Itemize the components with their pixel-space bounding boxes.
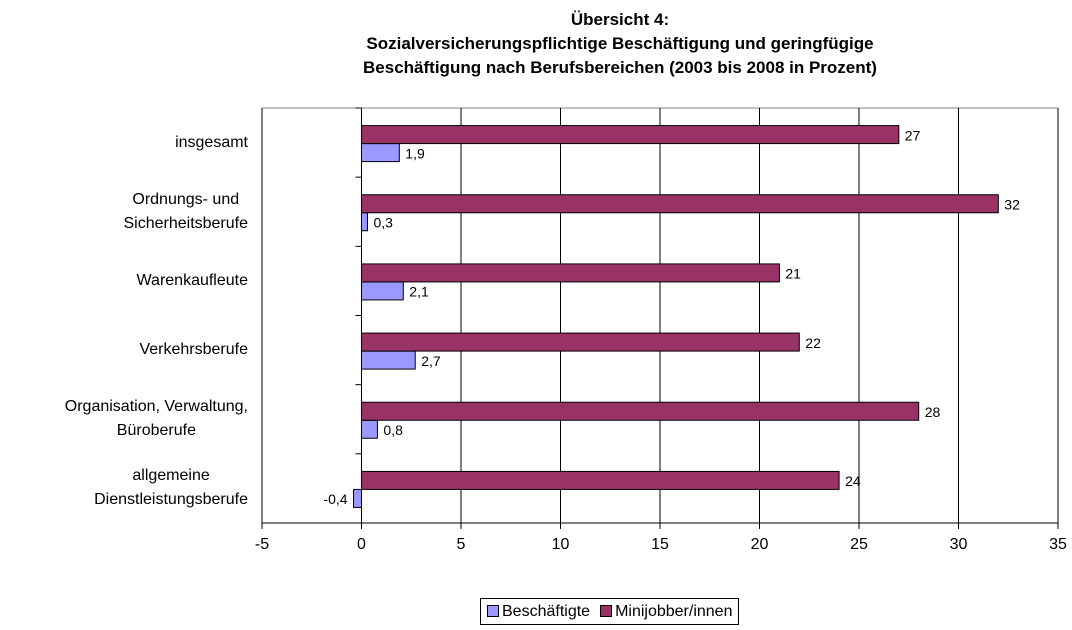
bar (361, 419, 378, 439)
bar (361, 470, 840, 490)
legend: Beschäftigte Minijobber/innen (480, 598, 740, 625)
x-tick-label: 15 (651, 536, 669, 553)
bar (361, 125, 900, 145)
data-label: 22 (805, 335, 821, 351)
x-tick-label: -5 (255, 536, 269, 553)
bar (361, 143, 400, 163)
x-tick-label: 20 (751, 536, 769, 553)
data-label: 2,7 (421, 353, 441, 369)
data-label: 0,3 (373, 214, 393, 230)
bar (361, 263, 780, 283)
x-tick-label: 25 (850, 536, 868, 553)
x-tick-label: 0 (357, 536, 366, 553)
data-label: 24 (845, 473, 861, 489)
data-label: 21 (785, 266, 801, 282)
bar (361, 332, 800, 352)
bar (361, 194, 999, 214)
bar (361, 401, 920, 421)
bar (361, 212, 368, 232)
data-label: 0,8 (383, 422, 403, 438)
x-tick-label: 5 (457, 536, 466, 553)
data-label: 27 (905, 127, 921, 143)
data-label: 32 (1004, 196, 1020, 212)
y-tick-label: allgemeine Dienstleistungsberufe (94, 467, 248, 509)
data-label: -0,4 (323, 491, 347, 507)
data-label: 1,9 (405, 145, 425, 161)
y-tick-label: Warenkaufleute (136, 271, 248, 289)
y-tick-label: Ordnungs- und Sicherheitsberufe (123, 190, 248, 232)
legend-label: Minijobber/innen (615, 602, 733, 620)
y-tick-label: Verkehrsberufe (139, 341, 248, 359)
bar (361, 281, 404, 301)
x-tick-label: 35 (1049, 536, 1067, 553)
bar (361, 350, 416, 370)
y-tick-label: insgesamt (175, 133, 248, 151)
data-label: 28 (925, 404, 941, 420)
legend-label: Beschäftigte (502, 602, 591, 620)
bar (353, 488, 363, 508)
y-tick-label: Organisation, Verwaltung, Büroberufe (64, 398, 248, 440)
legend-swatch (600, 605, 613, 618)
data-label: 2,1 (409, 284, 429, 300)
legend-item: Minijobber/innen (600, 603, 732, 621)
chart-title: Übersicht 4: Sozialversicherungspflichti… (363, 10, 877, 77)
legend-item: Beschäftigte (487, 603, 590, 621)
x-tick-label: 30 (950, 536, 968, 553)
x-tick-label: 10 (552, 536, 570, 553)
legend-swatch (487, 605, 499, 618)
